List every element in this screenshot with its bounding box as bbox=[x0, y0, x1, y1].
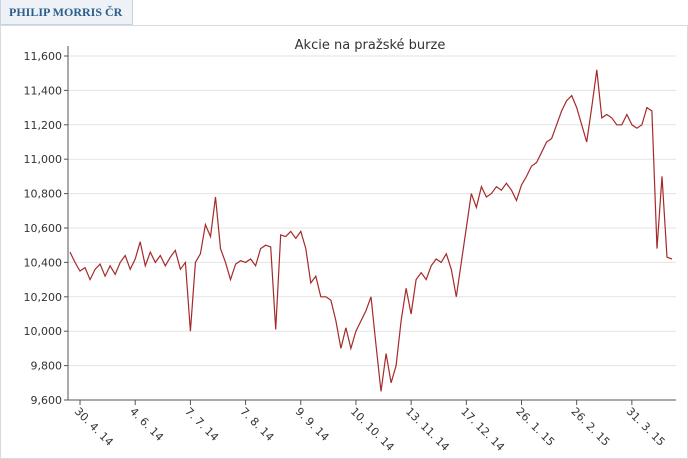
x-tick-label: 7. 8. 14 bbox=[237, 405, 276, 444]
chart-title: Akcie na pražské burze bbox=[295, 38, 446, 53]
y-tick-label: 10,200 bbox=[24, 291, 63, 304]
y-tick-label: 11,600 bbox=[24, 50, 63, 63]
y-tick-label: 11,200 bbox=[24, 119, 63, 132]
y-tick-label: 11,000 bbox=[24, 153, 63, 166]
y-tick-label: 9,600 bbox=[31, 394, 63, 407]
x-tick-label: 17. 12. 14 bbox=[458, 405, 507, 454]
x-tick-label: 26. 2. 15 bbox=[569, 405, 613, 449]
x-tick-label: 13. 11. 14 bbox=[403, 405, 452, 454]
x-tick-label: 30. 4. 14 bbox=[72, 405, 116, 449]
price-line bbox=[69, 69, 673, 392]
x-tick-label: 10. 10. 14 bbox=[348, 405, 397, 454]
y-tick-label: 11,400 bbox=[24, 84, 63, 97]
y-tick-label: 10,400 bbox=[24, 256, 63, 269]
x-tick-label: 4. 6. 14 bbox=[127, 405, 166, 444]
y-tick-label: 10,800 bbox=[24, 188, 63, 201]
x-tick-label: 9. 9. 14 bbox=[293, 405, 332, 444]
y-tick-label: 10,600 bbox=[24, 222, 63, 235]
x-tick-label: 7. 7. 14 bbox=[182, 405, 221, 444]
header-tab[interactable]: PHILIP MORRIS ČR bbox=[0, 0, 134, 25]
y-tick-label: 9,800 bbox=[31, 360, 63, 373]
x-tick-label: 31. 3. 15 bbox=[624, 405, 668, 449]
x-tick-label: 26. 1. 15 bbox=[513, 405, 557, 449]
y-tick-label: 10,000 bbox=[24, 325, 63, 338]
